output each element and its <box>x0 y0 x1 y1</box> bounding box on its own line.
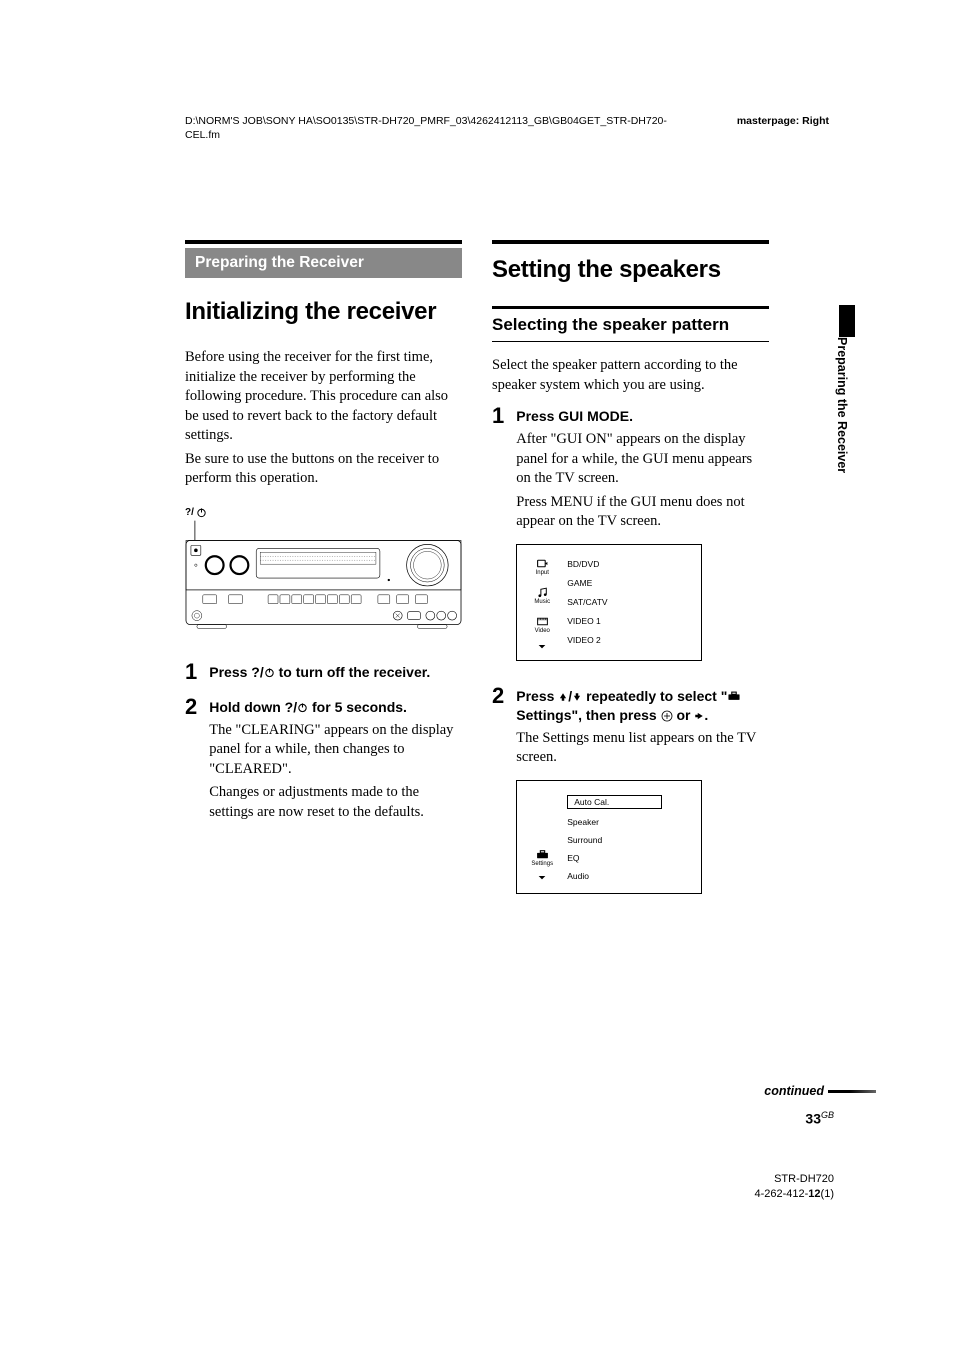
gui-item: GAME <box>567 578 607 588</box>
gui-item: Speaker <box>567 817 662 827</box>
chevron-down-icon <box>538 644 546 650</box>
page-number: 33GB <box>805 1110 834 1127</box>
right-column: Setting the speakers Selecting the speak… <box>492 240 769 906</box>
right-subhead: Selecting the speaker pattern <box>492 306 769 342</box>
gui-video-icon: Video <box>535 615 550 634</box>
file-path: D:\NORM'S JOB\SONY HA\SO0135\STR-DH720_P… <box>185 115 685 142</box>
left-step2-text1: The "CLEARING" appears on the display pa… <box>209 721 462 780</box>
right-step1-head: Press GUI MODE. <box>516 407 769 426</box>
toolbox-icon <box>727 691 741 701</box>
left-step-2: 2 Hold down ?/ for 5 seconds. The "CLEAR… <box>185 698 462 827</box>
left-title: Initializing the receiver <box>185 298 462 326</box>
continued-indicator: continued <box>764 1084 876 1098</box>
gui-item: BD/DVD <box>567 559 607 569</box>
right-title: Setting the speakers <box>492 256 769 284</box>
section-banner: Preparing the Receiver <box>185 248 462 278</box>
receiver-figure <box>185 520 462 640</box>
gui-item: VIDEO 1 <box>567 616 607 626</box>
right-step2-head: Press / repeatedly to select " Settings"… <box>516 687 769 725</box>
power-button-label: ?/ <box>185 507 207 518</box>
gui-music-icon: Music <box>534 586 550 605</box>
up-arrow-icon <box>558 692 568 702</box>
right-step1-text2: Press MENU if the GUI menu does not appe… <box>516 493 769 532</box>
left-intro-1: Before using the receiver for the first … <box>185 348 462 446</box>
right-arrow-icon <box>694 711 704 721</box>
gui-settings-icon: Settings <box>531 848 553 867</box>
step-number: 1 <box>492 405 504 661</box>
power-icon <box>297 702 308 713</box>
plus-circle-icon <box>661 710 673 722</box>
gui-input-icon: Input <box>536 557 549 576</box>
masterpage-label: masterpage: Right <box>737 115 829 127</box>
gui-item-selected: Auto Cal. <box>567 795 662 809</box>
left-step1-head: Press ?/ to turn off the receiver. <box>209 663 462 682</box>
power-icon <box>196 507 207 518</box>
footer-info: STR-DH720 4-262-412-12(1) <box>754 1172 834 1202</box>
gui-item: EQ <box>567 853 662 863</box>
down-arrow-icon <box>572 692 582 702</box>
gui-item: Surround <box>567 835 662 845</box>
left-step2-text2: Changes or adjustments made to the setti… <box>209 783 462 822</box>
left-intro-2: Be sure to use the buttons on the receiv… <box>185 450 462 489</box>
right-step1-text1: After "GUI ON" appears on the display pa… <box>516 430 769 489</box>
left-column: Preparing the Receiver Initializing the … <box>185 240 462 906</box>
step-number: 2 <box>492 685 504 894</box>
right-step2-text: The Settings menu list appears on the TV… <box>516 729 769 768</box>
gui-item: VIDEO 2 <box>567 635 607 645</box>
step-number: 1 <box>185 661 197 686</box>
gui-item: Audio <box>567 871 662 881</box>
gui-item: SAT/CATV <box>567 597 607 607</box>
chevron-down-icon <box>538 875 546 881</box>
left-step2-head: Hold down ?/ for 5 seconds. <box>209 698 462 717</box>
gui-menu-2: Settings Auto Cal. Speaker Surround EQ A… <box>516 780 702 894</box>
right-intro: Select the speaker pattern according to … <box>492 356 769 395</box>
right-step-1: 1 Press GUI MODE. After "GUI ON" appears… <box>492 407 769 661</box>
side-tab-label: Preparing the Receiver <box>835 337 849 473</box>
side-tab: Preparing the Receiver <box>819 305 839 480</box>
power-icon <box>264 667 275 678</box>
step-number: 2 <box>185 696 197 827</box>
gui-menu-1: Input Music Video <box>516 544 702 661</box>
left-step-1: 1 Press ?/ to turn off the receiver. <box>185 663 462 686</box>
right-step-2: 2 Press / repeatedly to select " Setting… <box>492 687 769 894</box>
